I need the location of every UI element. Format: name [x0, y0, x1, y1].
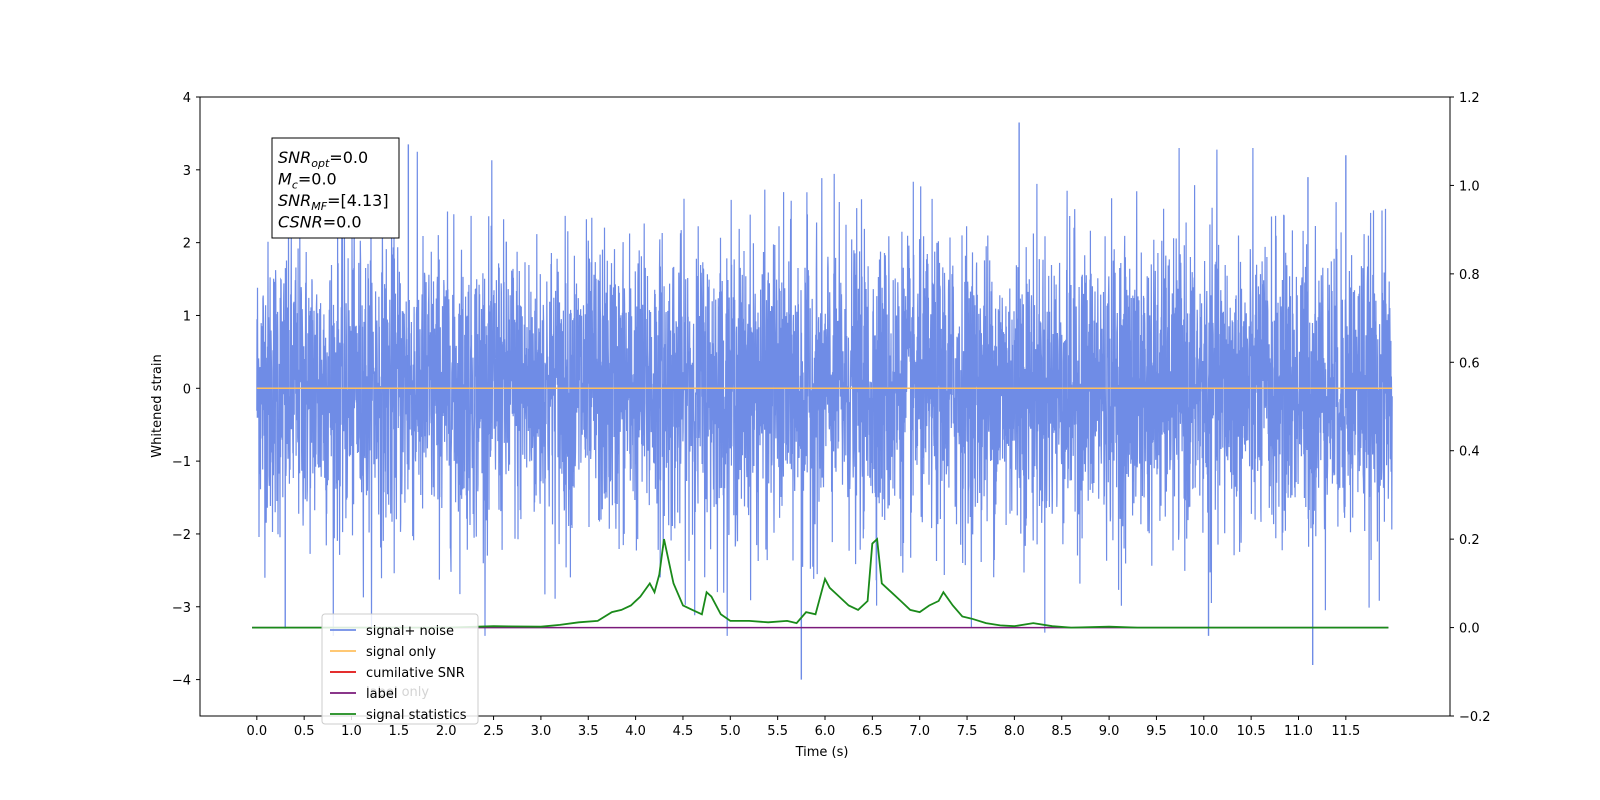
y-tick-label-right: 1.2	[1459, 91, 1480, 106]
y-tick-label-left: −1	[172, 455, 191, 470]
annotation-symbol: CSNR	[278, 213, 323, 232]
x-tick-label: 9.0	[1099, 724, 1120, 739]
legend: label only signal+ noise signal only cumila…	[321, 613, 479, 725]
y-tick-label-right: 0.2	[1459, 533, 1480, 548]
y-tick-label-left: 2	[183, 237, 191, 252]
y-tick-label-right: 0.8	[1459, 268, 1480, 283]
annotation-line: CSNR=0.0	[278, 213, 362, 232]
legend-entry-label: signal statistics	[366, 708, 467, 723]
y-tick-label-left: −2	[172, 528, 191, 543]
series-signal-noise-line	[256, 147, 1393, 636]
x-tick-label: 7.5	[957, 724, 978, 739]
y-tick-label-left: −3	[172, 601, 191, 616]
annotation-value: =[4.13]	[327, 191, 389, 210]
annotation-frame	[271, 137, 400, 239]
x-tick-label: 6.0	[815, 724, 836, 739]
y-axis-left: 4 3 2 1 0 −1 −2 −3 −4	[172, 91, 200, 689]
annotation-line: SNRMF=[4.13]	[278, 191, 389, 213]
x-tick-label: 7.0	[909, 724, 930, 739]
annotation-line: SNRopt=0.0	[278, 148, 368, 170]
x-tick-label: 3.5	[578, 724, 599, 739]
legend-obscured-text: label only	[366, 685, 429, 700]
x-tick-label: 1.0	[341, 724, 362, 739]
y-axis-right: 1.2 1.0 0.8 0.6 0.4 0.2 0.0 −0.2	[1450, 91, 1491, 725]
series-signal-statistics-line	[252, 537, 1389, 629]
x-tick-label: 9.5	[1146, 724, 1167, 739]
x-tick-label: 8.5	[1051, 724, 1072, 739]
annotation-value: =0.0	[298, 170, 337, 189]
y-tick-label-left: 1	[183, 309, 191, 324]
annotation-value: =0.0	[329, 148, 368, 167]
x-tick-label: 10.0	[1189, 724, 1218, 739]
annotation-symbol: SNR	[278, 148, 311, 167]
y-tick-label-right: 0.0	[1459, 622, 1480, 637]
annotation-symbol: M	[278, 170, 292, 189]
y-axis-label: Whitened strain	[150, 354, 165, 457]
x-tick-label: 1.5	[389, 724, 410, 739]
x-tick-label: 0.5	[294, 724, 315, 739]
annotation-subscript: opt	[311, 157, 330, 170]
y-tick-label-left: 3	[183, 164, 191, 179]
y-tick-label-right: 1.0	[1459, 179, 1480, 194]
y-tick-label-left: 4	[183, 91, 191, 106]
y-tick-label-right: 0.6	[1459, 356, 1480, 371]
x-tick-label: 4.5	[673, 724, 694, 739]
annotation-subscript: c	[292, 179, 298, 192]
plot-area	[252, 122, 1393, 680]
x-tick-label: 3.0	[531, 724, 552, 739]
y-tick-label-left: −4	[172, 674, 191, 689]
y-tick-label-right: −0.2	[1459, 710, 1491, 725]
x-tick-label: 5.5	[767, 724, 788, 739]
annotation-value: =0.0	[323, 213, 362, 232]
annotation-line: Mc=0.0	[278, 170, 337, 192]
x-tick-label: 6.5	[862, 724, 883, 739]
legend-entry-label: signal+ noise	[366, 624, 454, 639]
annotation-symbol: SNR	[278, 191, 311, 210]
x-tick-label: 4.0	[625, 724, 646, 739]
legend-entry-label: label	[366, 687, 397, 702]
x-tick-label: 11.0	[1284, 724, 1313, 739]
x-axis-label: Time (s)	[795, 745, 849, 760]
x-tick-label: 11.5	[1331, 724, 1360, 739]
x-tick-label: 0.0	[246, 724, 267, 739]
x-tick-label: 2.0	[436, 724, 457, 739]
legend-entry-label: signal only	[366, 645, 436, 660]
y-tick-label-left: 0	[183, 382, 191, 397]
legend-frame	[321, 613, 479, 725]
x-tick-label: 2.5	[483, 724, 504, 739]
x-tick-label: 10.5	[1237, 724, 1266, 739]
legend-entry-label: cumilative SNR	[366, 666, 465, 681]
y-tick-label-right: 0.4	[1459, 445, 1480, 460]
x-tick-label: 8.0	[1004, 724, 1025, 739]
x-axis: 0.0 0.5 1.0 1.5 2.0 2.5 3.0 3.5 4.0 4.5 5.0 5.5 6.0 6…	[246, 716, 1360, 739]
annotation-subscript: MF	[311, 200, 327, 213]
x-tick-label: 5.0	[720, 724, 741, 739]
